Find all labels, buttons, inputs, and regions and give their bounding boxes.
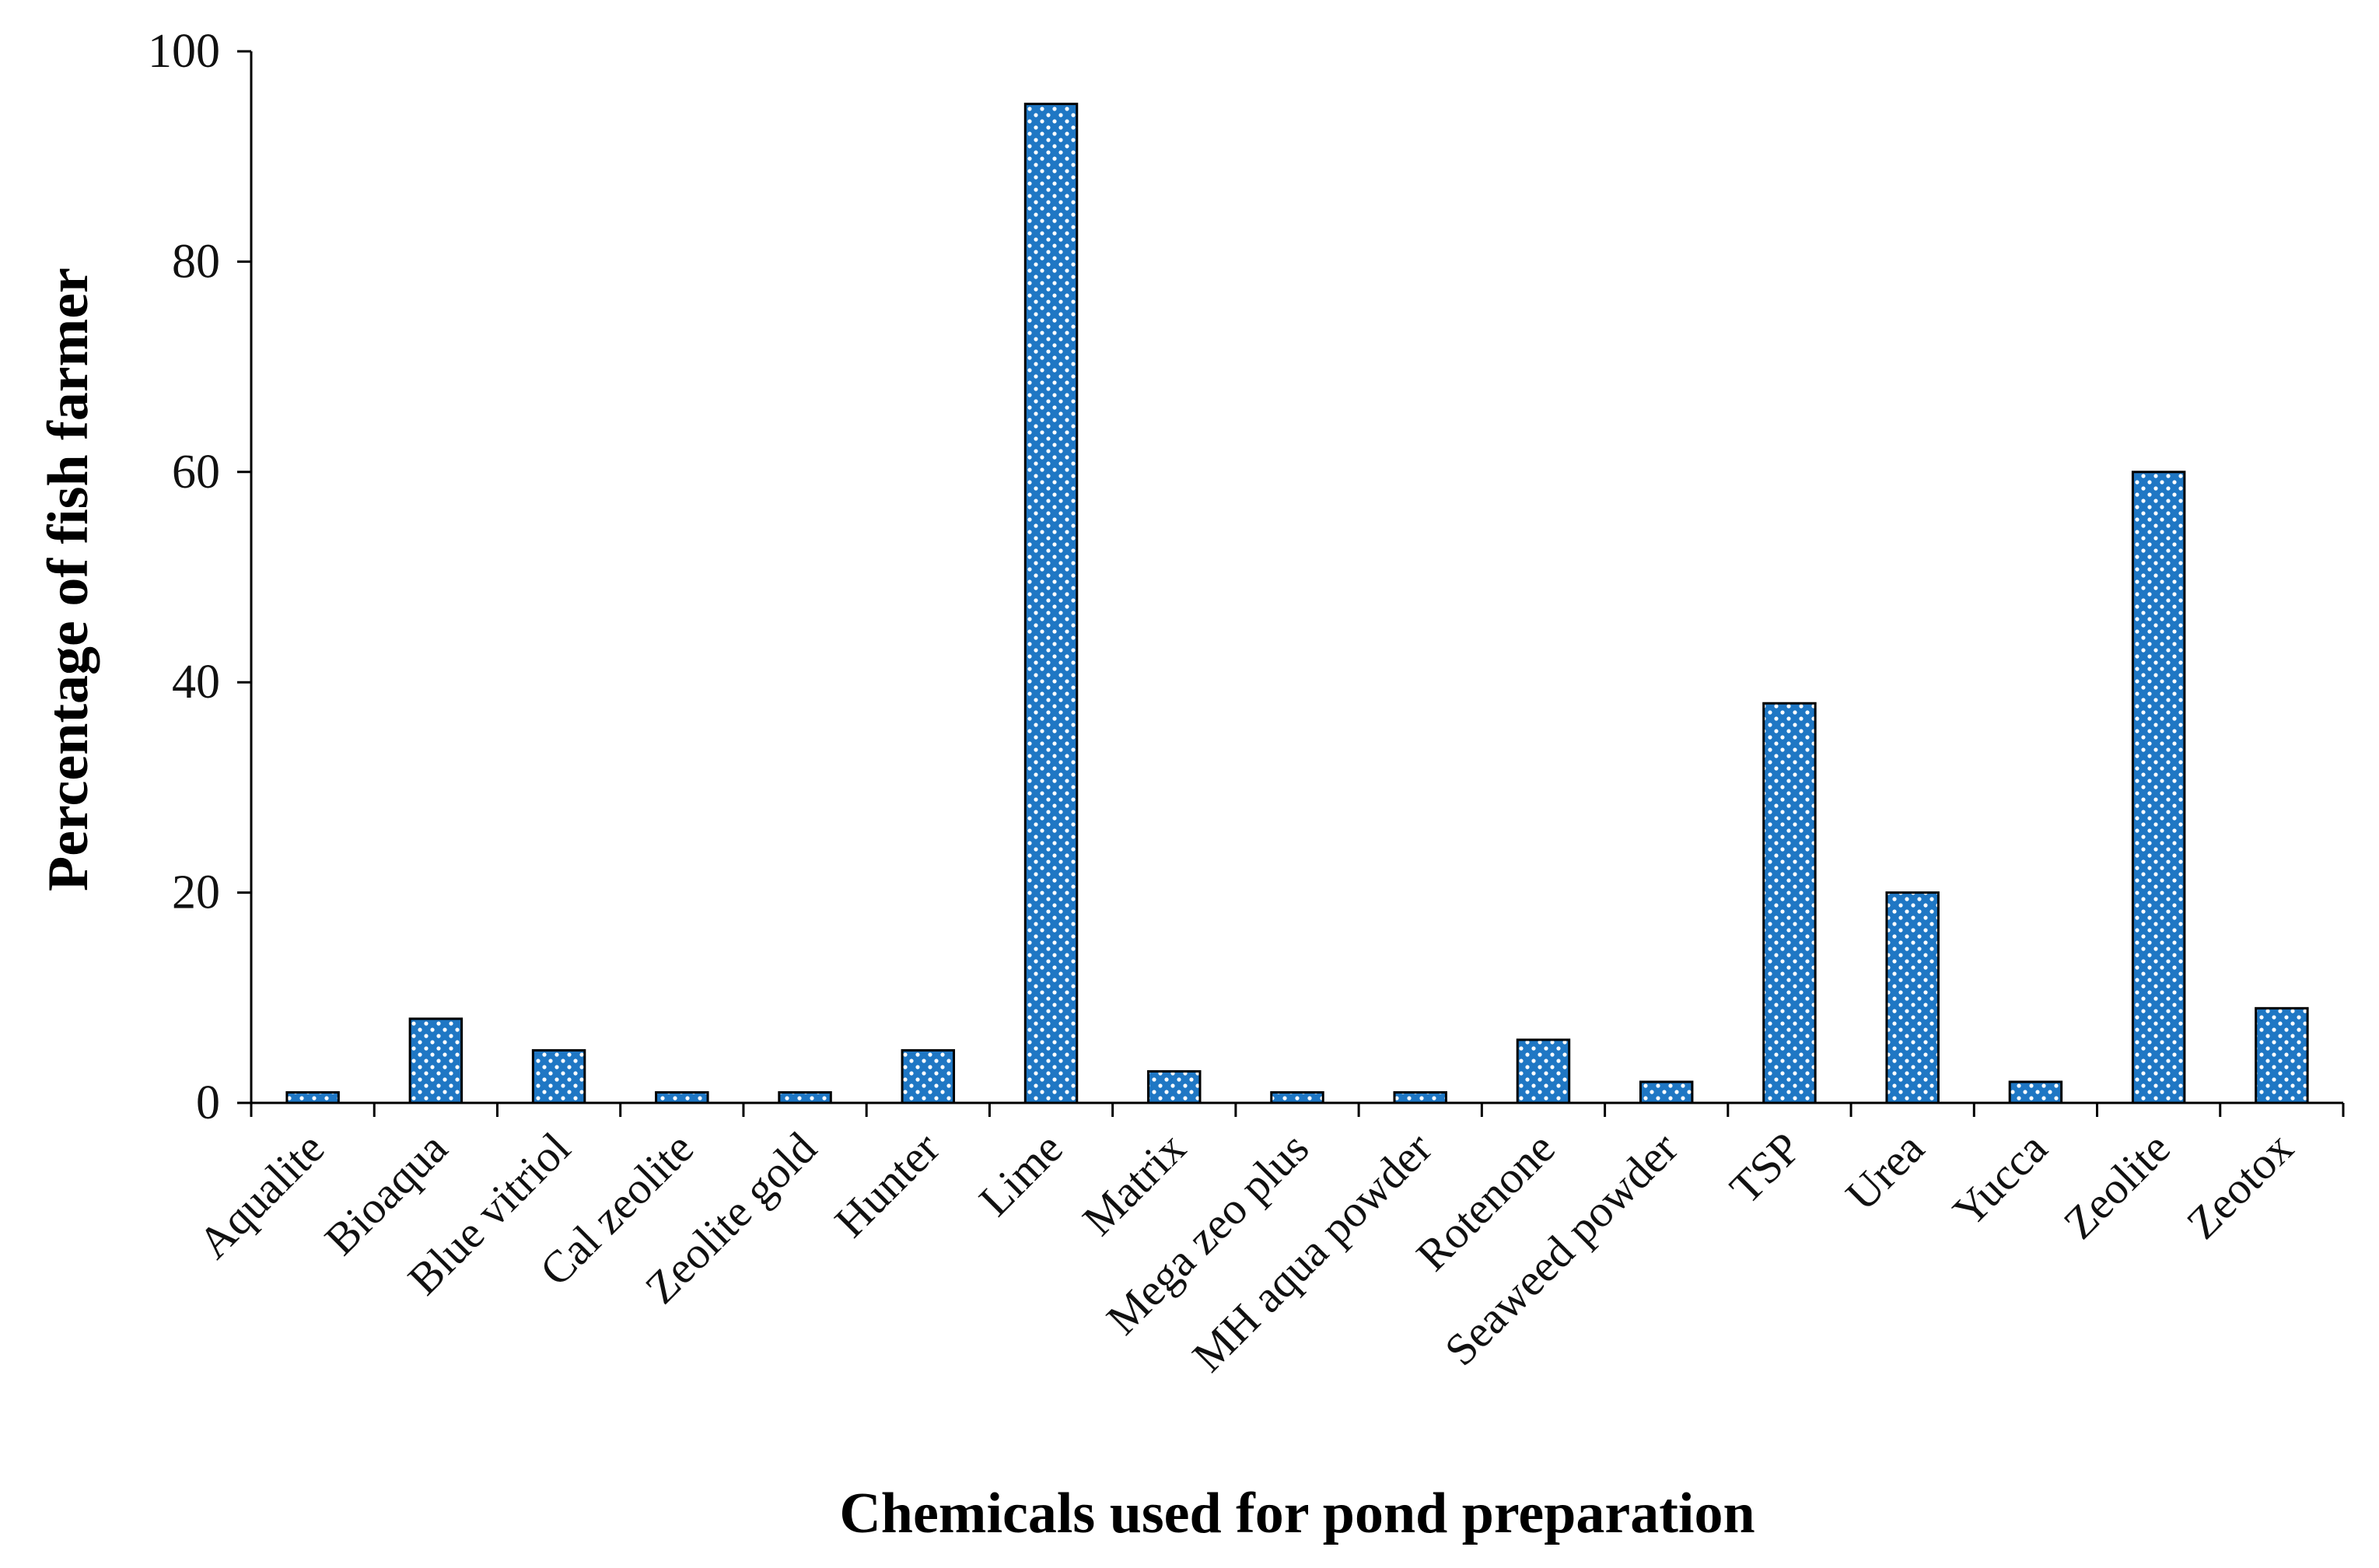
x-tick-label: Yucca [1943,1122,2056,1236]
x-tick-label: Zeotox [2177,1122,2303,1248]
x-tick-label: Hunter [825,1122,950,1247]
y-tick-label: 0 [196,1076,220,1129]
y-axis: 0 20 40 60 80 100 [148,25,253,1129]
x-axis [250,1101,2345,1117]
x-tick-label: Lime [969,1122,1072,1226]
x-axis-title: Chemicals used for pond preparation [839,1482,1755,1545]
bar [2255,1006,2309,1104]
bars [285,103,2309,1104]
bar [1393,1090,1447,1104]
bar [901,1048,956,1104]
y-axis-title: Percentage of fish farmer [37,268,100,891]
bar [408,1017,464,1104]
x-tick-label: Zeolite [2054,1122,2180,1248]
y-tick-label: 100 [148,25,220,78]
x-tick-label: Aqualite [188,1122,334,1268]
x-tick-label: TSP [1720,1122,1810,1213]
y-tick-label: 60 [172,446,220,499]
bar [1639,1080,1694,1104]
bar [1147,1069,1202,1104]
bar [285,1090,340,1104]
y-tick-label: 20 [172,866,220,919]
y-tick-label: 80 [172,235,220,288]
bar [2131,471,2186,1104]
bar [655,1090,709,1104]
bar [531,1048,586,1104]
bar [2008,1080,2063,1104]
x-tick-label: Matrix [1072,1122,1195,1245]
bar [1023,103,1079,1104]
x-tick-label: Urea [1836,1122,1934,1220]
bar [1516,1038,1571,1104]
bar [778,1090,832,1104]
bar [1762,702,1817,1104]
y-tick-label: 40 [172,656,220,709]
bar [1270,1090,1324,1104]
bar [1885,891,1940,1104]
